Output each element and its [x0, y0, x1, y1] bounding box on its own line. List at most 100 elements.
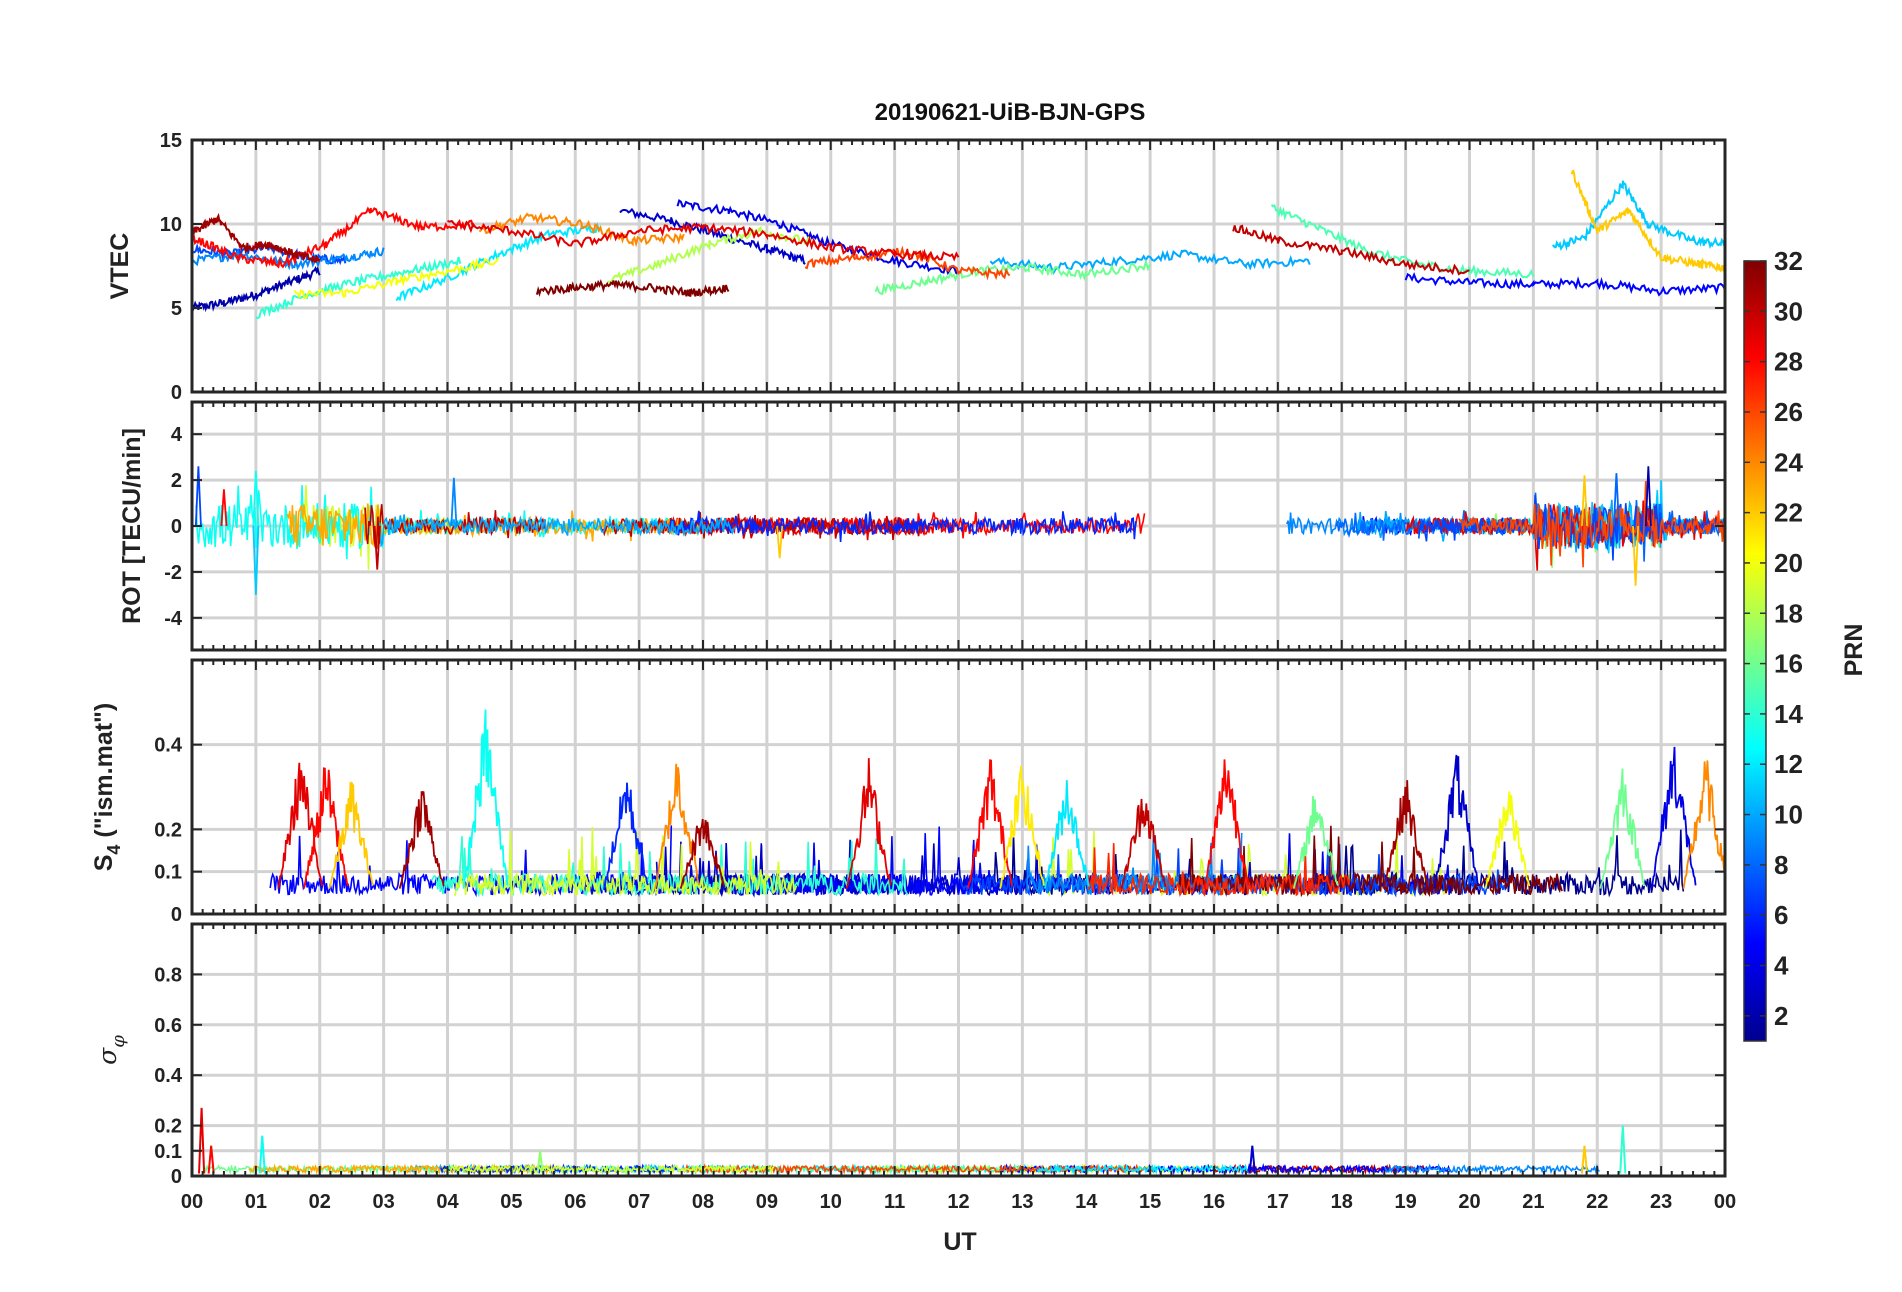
- rot-trace-prn-6: [668, 510, 1137, 543]
- vtec-series-prn-32: [535, 279, 730, 298]
- panel-rot-ytick-label: 4: [171, 424, 183, 446]
- panel-sigma-ytick-label: 0.8: [154, 964, 182, 986]
- sigma-trace-prn-19: [442, 1163, 774, 1176]
- vtec-series-prn-29: [447, 219, 960, 262]
- panel-vtec-ylabel: VTEC: [106, 233, 134, 300]
- colorbar-tick-label: 16: [1774, 649, 1803, 679]
- s4-peak-prn-3: [1433, 754, 1480, 889]
- s4-peak-prn-30: [1120, 798, 1167, 889]
- panel-s4-data: [269, 709, 1725, 898]
- x-tick-label: 15: [1139, 1191, 1161, 1213]
- panel-sigma-ylabel: σφ: [93, 1035, 129, 1065]
- sigma-trace-prn-9: [1384, 1163, 1600, 1175]
- panel-sigma: 0 0.1 0.2 0.4 0.6 0.8 σφ: [93, 922, 1727, 1188]
- vtec-series-prn-12: [395, 221, 602, 302]
- panel-sigma-ytick-label: 0.6: [154, 1015, 182, 1037]
- s4-peak-prn-29: [277, 762, 324, 889]
- colorbar-tick-label: 10: [1774, 800, 1803, 830]
- panels-layer: 0 5 10 15 VTEC -4 -2 0 2 4 ROT [TECU/min] 0 0.1 0.2 0.…: [90, 130, 1727, 1188]
- x-tick-label: 01: [245, 1191, 267, 1213]
- sigma-spike-prn-22: [1580, 1145, 1589, 1174]
- x-tick-label: 06: [564, 1191, 586, 1213]
- rot-spike-prn-7: [194, 466, 202, 527]
- s4-peak-prn-13: [462, 709, 509, 889]
- rot-trace-prn-10: [379, 514, 737, 548]
- x-tick-label: 23: [1650, 1191, 1672, 1213]
- x-tick-label: 21: [1522, 1191, 1544, 1213]
- panel-s4-ytick-label: 0: [171, 904, 182, 926]
- s4-peak-prn-31: [1382, 780, 1429, 889]
- panel-vtec-ytick-label: 10: [160, 214, 182, 236]
- rot-spike-prn-13: [252, 470, 260, 527]
- colorbar-gradient: [1743, 260, 1767, 1042]
- rot-spike-prn-22: [776, 525, 784, 559]
- s4-peak-prn-4: [1650, 746, 1697, 889]
- panel-vtec-ytick-label: 15: [160, 130, 182, 152]
- panel-rot: -4 -2 0 2 4 ROT [TECU/min]: [118, 400, 1727, 652]
- vtec-series-prn-4: [676, 198, 960, 276]
- x-tick-label: 05: [500, 1191, 522, 1213]
- x-axis: 00 01 02 03 04 05 06 07 08 09 10 11 12 13 14 15 16 17 18 19…: [181, 1191, 1736, 1213]
- x-tick-label: 04: [436, 1191, 459, 1213]
- x-tick-label: 09: [756, 1191, 778, 1213]
- x-tick-label: 18: [1331, 1191, 1353, 1213]
- panel-sigma-ytick-label: 0.2: [154, 1116, 182, 1138]
- sigma-trace-prn-12: [1036, 1163, 1248, 1176]
- panel-rot-ytick-label: 2: [171, 470, 182, 492]
- s4-peak-prn-24: [1682, 760, 1725, 889]
- sigma-spike-prn-17: [536, 1150, 544, 1174]
- rot-trace-prn-9: [1286, 512, 1425, 537]
- rot-spike-prn-28: [220, 489, 228, 527]
- panel-rot-ytick-label: -4: [164, 608, 183, 630]
- vtec-series-prn-9: [192, 246, 385, 271]
- x-tick-label: 11: [884, 1191, 905, 1213]
- vtec-series-prn-30: [1232, 224, 1470, 276]
- vtec-series-prn-24: [478, 212, 685, 248]
- chart-title: 20190621-UiB-BJN-GPS: [875, 99, 1146, 126]
- s4-peak-prn-31: [679, 818, 726, 889]
- panel-rot-ytick-label: 0: [171, 516, 182, 538]
- s4-peak-prn-28: [302, 767, 349, 889]
- s4-peak-prn-22: [328, 780, 375, 889]
- vtec-series-prn-10: [989, 249, 1311, 276]
- colorbar-tick-label: 28: [1774, 347, 1803, 377]
- panel-rot-data: [194, 466, 1725, 595]
- panel-sigma-ytick-label: 0.4: [154, 1065, 183, 1087]
- vtec-series-prn-11: [1552, 180, 1725, 252]
- s4-trace-prn-19: [454, 830, 798, 898]
- s4-peak-prn-16: [1599, 768, 1646, 889]
- rot-spike-prn-30: [373, 525, 381, 570]
- rot-spike-prn-22: [1581, 475, 1588, 527]
- x-axis-label: UT: [943, 1228, 976, 1256]
- panel-s4-ylabel: S4 ("ism.mat"): [90, 703, 124, 872]
- colorbar-tick-label: 30: [1774, 296, 1803, 326]
- colorbar-tick-label: 2: [1774, 1001, 1788, 1031]
- colorbar-tick-label: 32: [1774, 246, 1803, 276]
- x-tick-label: 00: [1714, 1191, 1736, 1213]
- sigma-spike-prn-14: [1619, 1125, 1627, 1174]
- colorbar-tick-label: 12: [1774, 749, 1803, 779]
- colorbar-tick-label: 22: [1774, 498, 1803, 528]
- rot-spike-prn-2: [1644, 466, 1652, 527]
- panel-s4-ytick-label: 0.1: [154, 862, 182, 884]
- colorbar-tick-label: 20: [1774, 548, 1803, 578]
- x-tick-label: 14: [1075, 1191, 1098, 1213]
- panel-vtec-ytick-label: 5: [171, 298, 182, 320]
- vtec-series-prn-20: [293, 256, 500, 300]
- colorbar-label: PRN: [1840, 624, 1868, 677]
- panel-sigma-data: [198, 1107, 1627, 1176]
- x-tick-label: 17: [1267, 1191, 1289, 1213]
- x-tick-label: 22: [1586, 1191, 1608, 1213]
- rot-spike-prn-11: [252, 525, 260, 595]
- vtec-series-prn-16: [874, 258, 1151, 296]
- colorbar-tick-label: 18: [1774, 598, 1803, 628]
- x-tick-label: 00: [181, 1191, 203, 1213]
- rot-spike-prn-8: [1612, 473, 1620, 527]
- x-tick-label: 16: [1203, 1191, 1225, 1213]
- panel-rot-ylabel: ROT [TECU/min]: [118, 428, 146, 624]
- rot-trace-prn-7: [1418, 494, 1725, 561]
- colorbar-tick-label: 14: [1774, 699, 1803, 729]
- panel-vtec: 0 5 10 15 VTEC: [106, 130, 1727, 404]
- panel-s4-ytick-label: 0.2: [154, 819, 182, 841]
